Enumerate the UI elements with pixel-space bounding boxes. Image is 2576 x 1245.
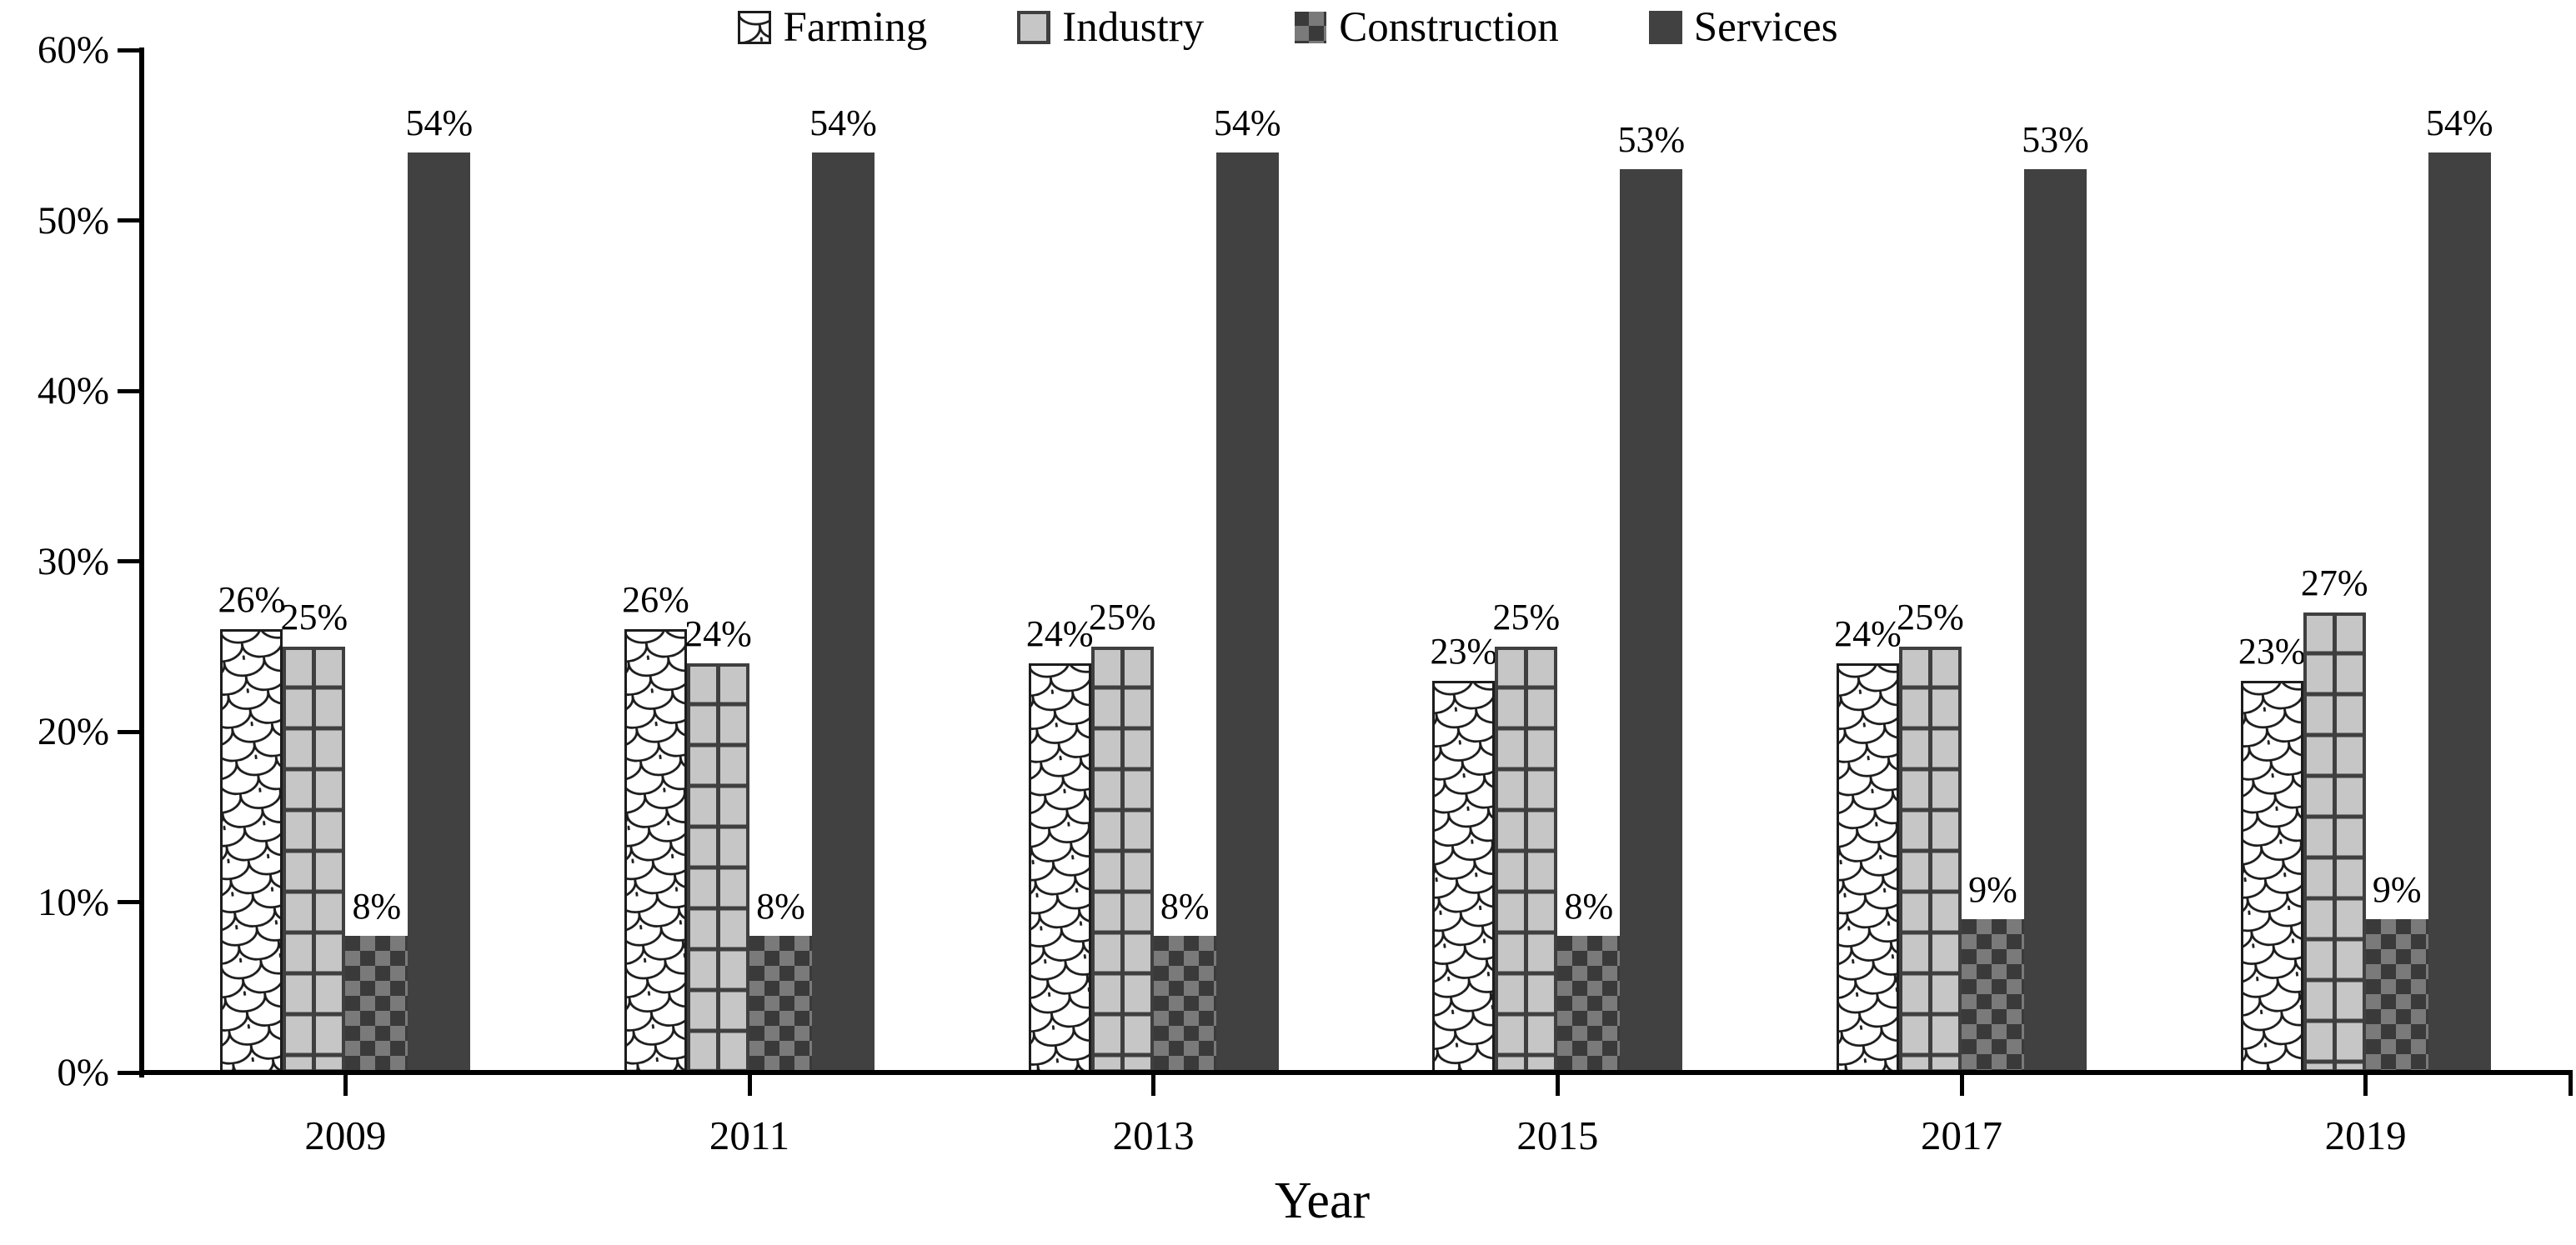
y-tick-label: 60%	[37, 28, 109, 72]
bar-services-2017	[2024, 169, 2087, 1072]
bar-value-label: 24%	[1834, 613, 1902, 655]
y-tick-label: 50%	[37, 198, 109, 242]
x-tick	[1555, 1075, 1560, 1096]
bar-value-label: 54%	[809, 102, 877, 143]
bar-farming-2019	[2240, 680, 2303, 1072]
x-tick-label: 2015	[1516, 1112, 1599, 1158]
bar-value-label: 25%	[1492, 596, 1561, 638]
x-tick	[747, 1075, 752, 1096]
bar-industry-2017	[1899, 646, 1962, 1072]
y-tick-label: 40%	[37, 369, 109, 412]
bar-construction-2015	[1557, 936, 1621, 1072]
legend-item-services: Services	[1648, 3, 1838, 51]
x-tick-label: 2013	[1112, 1112, 1195, 1158]
legend-label-services: Services	[1693, 3, 1838, 51]
y-axis	[139, 48, 144, 1078]
bar-value-label: 8%	[1564, 886, 1614, 928]
x-axis-end-tick	[2568, 1075, 2573, 1096]
y-tick-label: 20%	[37, 710, 109, 753]
legend-label-construction: Construction	[1339, 3, 1559, 51]
y-tick	[118, 218, 139, 222]
bar-value-label: 26%	[622, 579, 689, 621]
bar-industry-2019	[2303, 612, 2366, 1072]
x-tick	[1151, 1075, 1156, 1096]
industry-swatch-icon	[1017, 11, 1051, 44]
bar-industry-2011	[687, 663, 749, 1072]
y-tick	[118, 48, 139, 52]
legend: Farming Industry Construction Services	[0, 2, 2576, 53]
bar-farming-2017	[1837, 663, 1899, 1072]
bar-farming-2015	[1432, 680, 1496, 1072]
bar-value-label: 25%	[1897, 596, 1964, 638]
bar-value-label: 8%	[1160, 886, 1210, 928]
bar-construction-2009	[345, 936, 408, 1072]
bar-construction-2017	[1962, 918, 2024, 1072]
bar-value-label: 54%	[1213, 102, 1281, 143]
bar-industry-2013	[1090, 646, 1154, 1072]
bar-industry-2009	[283, 646, 346, 1072]
bar-value-label: 8%	[756, 886, 805, 928]
bar-services-2019	[2428, 152, 2491, 1072]
bar-farming-2011	[624, 629, 687, 1072]
y-tick-label: 0%	[57, 1051, 109, 1094]
x-tick-label: 2009	[304, 1112, 387, 1158]
y-tick	[118, 900, 139, 904]
y-tick-label: 10%	[37, 880, 109, 924]
bar-construction-2013	[1153, 936, 1216, 1072]
bar-industry-2015	[1495, 646, 1558, 1072]
bar-value-label: 26%	[218, 579, 286, 621]
y-tick	[118, 388, 139, 393]
bar-services-2013	[1215, 152, 1279, 1072]
bar-farming-2009	[220, 629, 283, 1072]
x-axis-title: Year	[1274, 1172, 1371, 1229]
bar-value-label: 8%	[352, 886, 402, 928]
bar-value-label: 24%	[684, 613, 752, 655]
bar-value-label: 24%	[1025, 613, 1094, 655]
y-tick	[118, 1070, 139, 1075]
x-tick-label: 2011	[709, 1112, 790, 1158]
bar-value-label: 23%	[1430, 630, 1498, 672]
services-swatch-icon	[1648, 11, 1682, 44]
y-tick	[118, 729, 139, 734]
bar-value-label: 25%	[1088, 596, 1156, 638]
x-tick-label: 2017	[1921, 1112, 2002, 1158]
bar-value-label: 54%	[405, 102, 474, 143]
bar-services-2009	[408, 152, 471, 1072]
legend-item-farming: Farming	[738, 3, 928, 51]
x-axis	[139, 1070, 2573, 1075]
farming-swatch-icon	[738, 11, 772, 44]
x-tick	[1959, 1075, 1964, 1096]
bar-services-2015	[1620, 169, 1683, 1072]
bar-construction-2011	[749, 936, 812, 1072]
bar-value-label: 27%	[2300, 562, 2368, 603]
construction-swatch-icon	[1295, 12, 1327, 43]
legend-item-industry: Industry	[1017, 3, 1205, 51]
bar-value-label: 53%	[2022, 119, 2089, 161]
bar-value-label: 23%	[2238, 630, 2306, 672]
y-tick	[118, 559, 139, 563]
bar-farming-2013	[1028, 663, 1091, 1072]
legend-item-construction: Construction	[1294, 3, 1559, 51]
bar-services-2011	[812, 152, 875, 1072]
bar-value-label: 53%	[1617, 119, 1686, 161]
bar-value-label: 9%	[1968, 868, 2017, 910]
bar-value-label: 54%	[2425, 102, 2493, 143]
bar-value-label: 25%	[280, 596, 348, 638]
bar-value-label: 9%	[2372, 868, 2422, 910]
x-tick-label: 2019	[2324, 1112, 2407, 1158]
bar-construction-2019	[2365, 918, 2428, 1072]
legend-label-farming: Farming	[783, 3, 928, 51]
x-tick	[343, 1075, 348, 1096]
legend-label-industry: Industry	[1062, 3, 1205, 51]
y-tick-label: 30%	[37, 539, 109, 583]
x-tick	[2363, 1075, 2368, 1096]
